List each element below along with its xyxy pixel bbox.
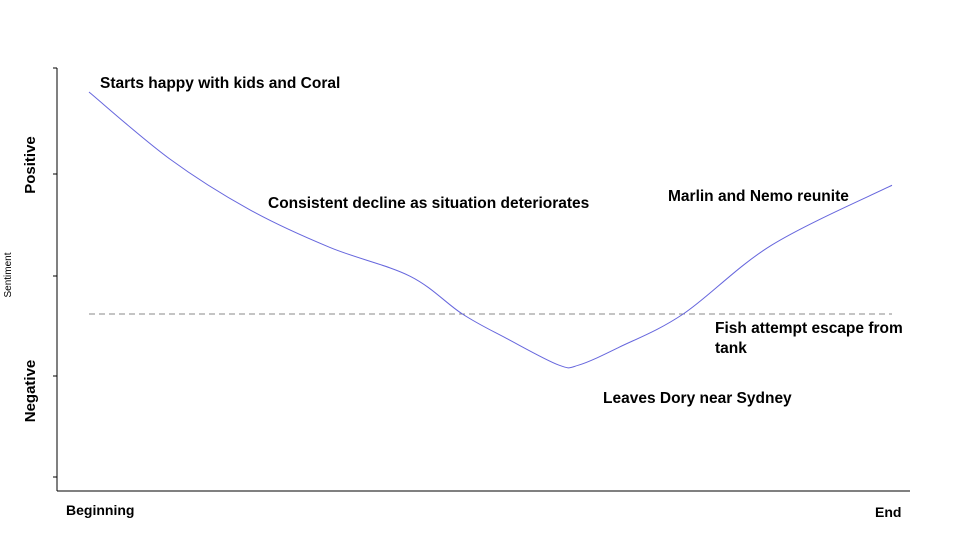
annotation-escape-line1: Fish attempt escape from: [715, 320, 903, 337]
annotation-escape-line2: tank: [715, 340, 747, 357]
series-line: [88, 91, 893, 369]
annotation-dory: Leaves Dory near Sydney: [603, 390, 792, 407]
annotation-reunite: Marlin and Nemo reunite: [668, 188, 849, 205]
x-tick-label-beginning: Beginning: [66, 502, 134, 518]
annotation-decline: Consistent decline as situation deterior…: [268, 195, 589, 212]
y-label-negative: Negative: [22, 360, 39, 423]
annotation-escape: Fish attempt escape from tank: [715, 320, 907, 357]
annotation-start: Starts happy with kids and Coral: [100, 75, 340, 92]
x-tick-label-end: End: [875, 504, 901, 520]
y-axis-title: Sentiment: [3, 252, 14, 297]
y-label-positive: Positive: [22, 136, 39, 194]
